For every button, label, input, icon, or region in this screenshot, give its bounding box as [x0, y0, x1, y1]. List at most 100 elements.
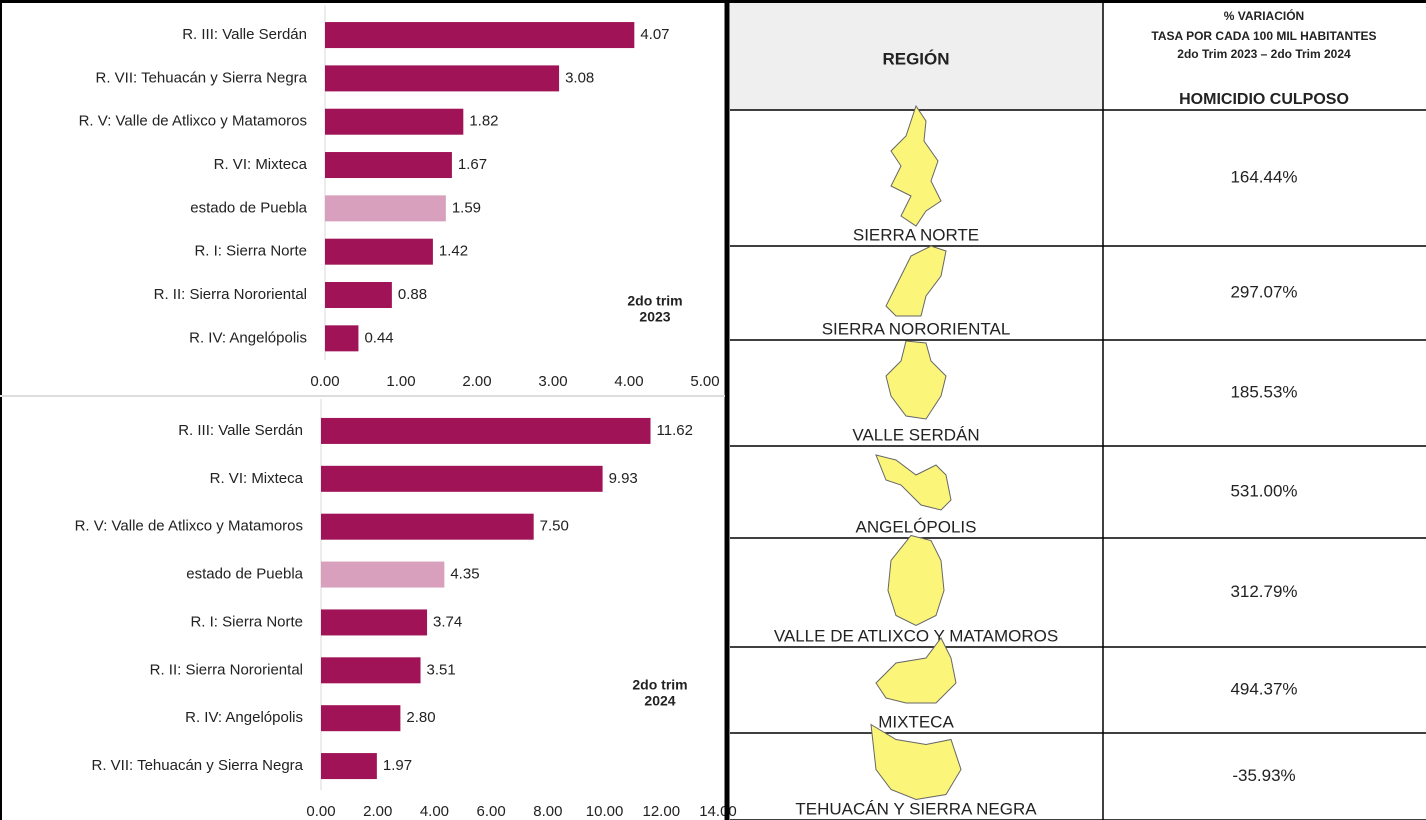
category-label: R. II: Sierra Nororiental — [154, 286, 307, 303]
variation-value: 164.44% — [1230, 167, 1297, 186]
region-name: SIERRA NORORIENTAL — [822, 319, 1011, 338]
x-tick-label: 1.00 — [386, 373, 415, 390]
bar — [321, 705, 401, 732]
header-line: % VARIACIÓN — [1224, 8, 1304, 23]
bar — [321, 513, 534, 540]
value-label: 1.97 — [383, 757, 412, 774]
bar — [325, 282, 392, 309]
x-tick-label: 14.00 — [699, 803, 737, 820]
x-tick-label: 4.00 — [614, 373, 643, 390]
x-tick-label: 0.00 — [306, 803, 335, 820]
value-label: 7.50 — [540, 518, 569, 535]
region-map — [870, 723, 962, 801]
value-label: 9.93 — [609, 470, 638, 487]
variation-value: 531.00% — [1230, 481, 1297, 500]
value-label: 3.51 — [427, 661, 456, 678]
category-label: R. III: Valle Serdán — [178, 422, 303, 439]
variation-value: 297.07% — [1230, 282, 1297, 301]
region-map — [890, 104, 942, 227]
header-crime: HOMICIDIO CULPOSO — [1179, 91, 1349, 108]
value-label: 1.67 — [458, 156, 487, 173]
value-label: 1.59 — [452, 199, 481, 216]
region-map — [875, 637, 957, 704]
header-line: TASA POR CADA 100 MIL HABITANTES — [1151, 29, 1376, 43]
x-tick-label: 10.00 — [586, 803, 624, 820]
bar — [321, 465, 603, 492]
value-label: 3.74 — [433, 613, 462, 630]
category-label: R. V: Valle de Atlixco y Matamoros — [79, 113, 307, 130]
x-tick-label: 8.00 — [533, 803, 562, 820]
category-label: R. II: Sierra Nororiental — [150, 661, 303, 678]
category-label: R. V: Valle de Atlixco y Matamoros — [75, 518, 303, 535]
header-cell — [730, 3, 1103, 110]
variation-value: 185.53% — [1230, 382, 1297, 401]
annotation: 2do trim — [627, 293, 682, 309]
region-map — [885, 340, 947, 420]
region-name: MIXTECA — [878, 712, 954, 731]
category-label: R. VI: Mixteca — [214, 156, 308, 173]
variation-value: -35.93% — [1232, 766, 1295, 785]
bar-chart: 0.00 2.00 4.00 6.00 8.00 10.00 12.00 14.00 R. II… — [75, 399, 737, 820]
annotation: 2do trim — [632, 677, 687, 693]
category-label: R. VI: Mixteca — [210, 470, 304, 487]
region-name: TEHUACÁN Y SIERRA NEGRA — [795, 799, 1037, 818]
bar — [321, 753, 377, 780]
x-tick-label: 2.00 — [363, 803, 392, 820]
category-label: R. IV: Angelópolis — [189, 329, 307, 346]
category-label: R. I: Sierra Norte — [194, 243, 307, 260]
header-region: REGIÓN — [882, 49, 949, 68]
annotation: 2023 — [639, 309, 670, 325]
region-map — [887, 534, 945, 627]
category-label: R. IV: Angelópolis — [185, 709, 303, 726]
value-label: 11.62 — [657, 422, 693, 439]
header-line: 2do Trim 2023 – 2do Trim 2024 — [1177, 47, 1351, 61]
category-label: R. VII: Tehuacán y Sierra Negra — [92, 757, 304, 774]
variation-value: 312.79% — [1230, 582, 1297, 601]
bar — [321, 417, 651, 444]
annotation: 2024 — [644, 693, 675, 709]
variation-value: 494.37% — [1230, 679, 1297, 698]
bar — [325, 22, 635, 49]
category-label: R. VII: Tehuacán y Sierra Negra — [96, 69, 308, 86]
table-rows: SIERRA NORTE 164.44% SIERRA NORORIENTAL 297… — [730, 104, 1426, 820]
bar — [325, 238, 433, 265]
bar — [325, 65, 560, 92]
region-name: SIERRA NORTE — [853, 225, 979, 244]
bar — [325, 195, 446, 222]
x-tick-label: 2.00 — [462, 373, 491, 390]
region-map — [875, 454, 952, 511]
category-label: R. I: Sierra Norte — [190, 613, 303, 630]
region-name: VALLE SERDÁN — [852, 425, 979, 444]
x-tick-label: 0.00 — [310, 373, 339, 390]
value-label: 1.82 — [469, 113, 498, 130]
x-tick-label: 5.00 — [690, 373, 719, 390]
category-label: estado de Puebla — [186, 566, 303, 583]
bar — [321, 561, 445, 588]
value-label: 1.42 — [439, 243, 468, 260]
bar — [325, 152, 452, 179]
value-label: 0.88 — [398, 286, 427, 303]
charts: 0.00 1.00 2.00 3.00 4.00 5.00 R. III: Valle Se… — [75, 5, 737, 820]
bar-chart: 0.00 1.00 2.00 3.00 4.00 5.00 R. III: Valle Se… — [79, 5, 720, 390]
x-tick-label: 6.00 — [477, 803, 506, 820]
value-label: 2.80 — [406, 709, 435, 726]
category-label: estado de Puebla — [190, 199, 307, 216]
value-label: 4.07 — [640, 26, 669, 43]
value-label: 3.08 — [565, 69, 594, 86]
x-tick-label: 3.00 — [538, 373, 567, 390]
bar — [321, 609, 428, 636]
value-label: 0.44 — [364, 329, 393, 346]
bar — [325, 325, 359, 352]
region-name: ANGELÓPOLIS — [856, 517, 977, 536]
region-name: VALLE DE ATLIXCO Y MATAMOROS — [774, 626, 1058, 645]
category-label: R. III: Valle Serdán — [182, 26, 307, 43]
value-label: 4.35 — [450, 566, 479, 583]
bar — [325, 108, 464, 135]
bar — [321, 657, 421, 684]
x-tick-label: 4.00 — [420, 803, 449, 820]
x-tick-label: 12.00 — [643, 803, 681, 820]
region-map — [885, 245, 947, 317]
